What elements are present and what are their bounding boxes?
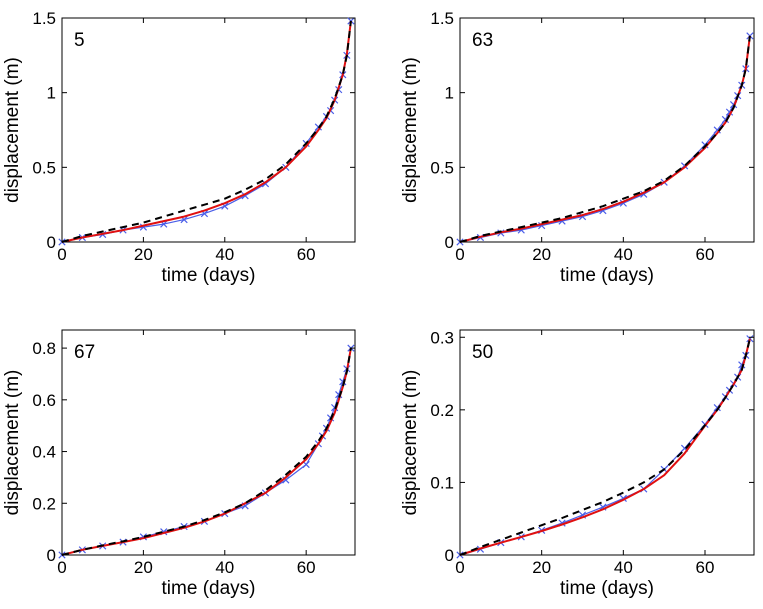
series-line-model-red: [61, 20, 352, 243]
y-axis-label: displacement (m): [400, 57, 421, 203]
x-tick-label: 40: [215, 245, 234, 264]
y-tick-label: 0: [47, 546, 56, 565]
data-point-marker: [347, 17, 355, 25]
y-axis-label: displacement (m): [400, 370, 421, 516]
x-tick-label: 60: [297, 558, 316, 577]
y-tick-label: 0: [445, 233, 454, 252]
series-line-model-red: [459, 338, 751, 556]
axes-frame: [61, 17, 356, 243]
y-tick-label: 0.4: [32, 443, 56, 462]
chart-panel-4: 0 20 40 60 0 0.1 0.2 0.3 time (days) displacement…: [400, 328, 755, 599]
data-point-marker: [713, 126, 721, 134]
series-line-model-dashed: [459, 338, 751, 556]
x-tick-label: 20: [532, 558, 551, 577]
x-tick-label: 20: [134, 245, 153, 264]
y-tick-label: 0: [47, 233, 56, 252]
x-tick-label: 40: [215, 558, 234, 577]
panel-label: 63: [472, 30, 493, 51]
y-tick-label: 0.6: [32, 391, 56, 410]
x-tick-label: 0: [57, 245, 66, 264]
y-tick-label: 0.5: [430, 158, 454, 177]
series-line-model-dashed: [459, 35, 751, 243]
series-line-model-dashed: [61, 347, 352, 556]
y-tick-label: 1.5: [430, 9, 454, 28]
panel-label: 50: [472, 342, 493, 363]
y-tick-label: 0.2: [430, 401, 454, 420]
panel-label: 5: [74, 30, 85, 51]
x-tick-label: 20: [134, 558, 153, 577]
panel-label: 67: [74, 342, 95, 363]
chart-panel-1: 0 20 40 60 0 0.5 1 1.5 time (days) displacement (…: [2, 9, 356, 286]
x-tick-label: 60: [696, 558, 715, 577]
y-tick-label: 0.5: [32, 158, 56, 177]
axes-frame: [459, 17, 755, 243]
x-tick-label: 60: [297, 245, 316, 264]
y-tick-label: 1: [445, 84, 454, 103]
series-line-model-dashed: [61, 20, 352, 243]
x-tick-label: 0: [455, 558, 464, 577]
y-tick-label: 0.8: [32, 339, 56, 358]
axes-frame: [459, 329, 755, 556]
axes-frame: [61, 329, 356, 556]
x-tick-label: 40: [614, 558, 633, 577]
x-tick-label: 0: [455, 245, 464, 264]
y-tick-label: 0: [445, 546, 454, 565]
y-axis-label: displacement (m): [2, 370, 23, 516]
y-tick-label: 0.1: [430, 473, 454, 492]
x-axis-label: time (days): [560, 578, 654, 599]
y-tick-label: 0.3: [430, 328, 454, 347]
x-axis-label: time (days): [560, 265, 654, 286]
y-tick-label: 1: [47, 84, 56, 103]
y-axis-label: displacement (m): [2, 57, 23, 203]
y-tick-label: 1.5: [32, 9, 56, 28]
chart-panel-2: 0 20 40 60 0 0.5 1 1.5 time (days) displacement (…: [400, 9, 755, 286]
x-axis-label: time (days): [162, 578, 256, 599]
x-axis-label: time (days): [162, 265, 256, 286]
chart-panel-3: 0 20 40 60 0 0.2 0.4 0.6 0.8 time (days) displacem…: [2, 329, 356, 599]
x-tick-label: 0: [57, 558, 66, 577]
y-tick-label: 0.2: [32, 494, 56, 513]
x-tick-label: 60: [696, 245, 715, 264]
x-tick-label: 40: [614, 245, 633, 264]
x-tick-label: 20: [532, 245, 551, 264]
